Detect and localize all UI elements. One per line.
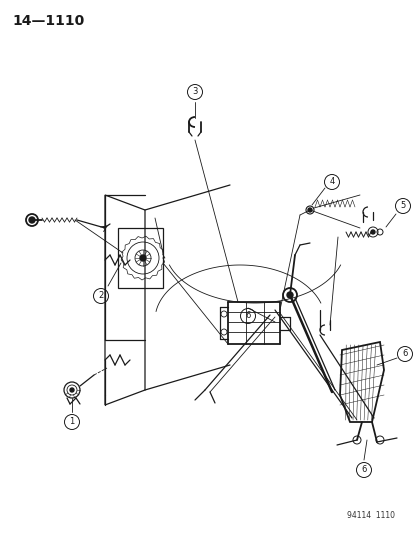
Text: 5: 5 (399, 201, 405, 211)
Text: 6: 6 (401, 350, 407, 359)
Text: 2: 2 (98, 292, 103, 301)
Text: 3: 3 (192, 87, 197, 96)
Circle shape (70, 388, 74, 392)
Text: 14—1110: 14—1110 (12, 14, 84, 28)
Circle shape (370, 230, 374, 234)
Circle shape (307, 208, 311, 212)
Text: 4: 4 (329, 177, 334, 187)
Text: 1: 1 (69, 417, 74, 426)
Text: 6: 6 (245, 311, 250, 320)
Text: 6: 6 (361, 465, 366, 474)
Circle shape (29, 217, 35, 223)
Text: 94114  1110: 94114 1110 (346, 511, 394, 520)
Circle shape (286, 292, 292, 298)
Circle shape (140, 255, 146, 261)
